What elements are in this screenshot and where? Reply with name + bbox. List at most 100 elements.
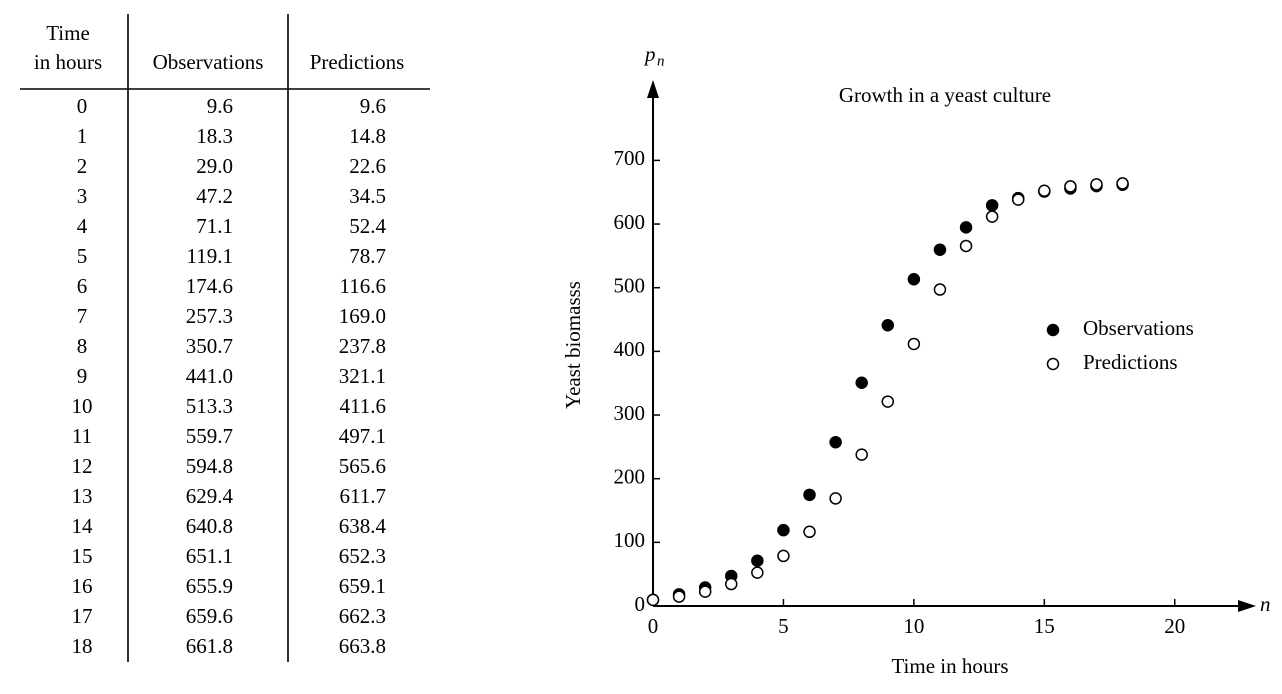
table-cell: 655.9 (186, 574, 233, 598)
legend-marker (1046, 357, 1060, 371)
table-cell: 78.7 (349, 244, 386, 268)
table-cell: 321.1 (339, 364, 386, 388)
table-cell: 559.7 (186, 424, 233, 448)
table-cell: 9.6 (360, 94, 386, 118)
table-cell: 659.6 (186, 604, 233, 628)
table-cell: 1 (77, 124, 88, 148)
table-cell: 34.5 (349, 184, 386, 208)
table-cell: 257.3 (186, 304, 233, 328)
y-tick-label: 400 (614, 337, 646, 361)
table-cell: 10 (72, 394, 93, 418)
column-header: Time (46, 21, 90, 45)
y-axis-label: Yeast biomasss (561, 281, 585, 409)
table-cell: 611.7 (340, 484, 386, 508)
y-tick-label: 500 (614, 274, 646, 298)
data-point (751, 566, 764, 579)
table-cell: 14.8 (349, 124, 386, 148)
data-point (672, 590, 686, 603)
table-cell: 8 (77, 334, 88, 358)
table-cell: 0 (77, 94, 88, 118)
x-tick-label: 15 (1034, 614, 1055, 638)
table-cell: 22.6 (349, 154, 386, 178)
x-tick-label: 0 (648, 614, 659, 638)
data-point (1038, 184, 1051, 198)
table-cell: 659.1 (339, 574, 386, 598)
axes (652, 92, 1245, 607)
y-tick-label: 700 (614, 146, 646, 170)
data-point (803, 525, 816, 539)
table-cell: 661.8 (186, 634, 233, 658)
y-tick-label: 600 (614, 210, 646, 234)
data-point (829, 435, 842, 449)
table-cell: 29.0 (196, 154, 233, 178)
data-point (829, 492, 842, 505)
table-cell: 663.8 (339, 634, 386, 658)
table-cell: 9.6 (207, 94, 233, 118)
table-cell: 5 (77, 244, 88, 268)
column-header: in hours (34, 50, 102, 74)
table-cell: 174.6 (186, 274, 233, 298)
data-point (959, 221, 973, 234)
table-cell: 2 (77, 154, 88, 178)
chart-title: Growth in a yeast culture (839, 83, 1051, 107)
data-point (959, 239, 973, 253)
table-cell: 651.1 (186, 544, 233, 568)
table-cell: 14 (72, 514, 94, 538)
data-point (933, 243, 947, 256)
table-cell: 594.8 (186, 454, 233, 478)
data-point (751, 554, 764, 567)
table-cell: 6 (77, 274, 88, 298)
data-point (881, 319, 895, 332)
data-point (1011, 193, 1025, 206)
data-point (907, 272, 921, 286)
table-cell: 18.3 (196, 124, 233, 148)
table-rules (20, 14, 430, 662)
table-cell: 441.0 (186, 364, 233, 388)
table-cell: 640.8 (186, 514, 233, 538)
y-tick-label: 0 (635, 592, 646, 616)
data-point (803, 488, 816, 502)
data-point (725, 577, 738, 591)
data-point (1064, 180, 1077, 193)
column-header: Observations (153, 50, 264, 74)
data-point (985, 210, 999, 223)
table-cell: 513.3 (186, 394, 233, 418)
table-cell: 16 (72, 574, 93, 598)
data-point (855, 448, 868, 461)
table-cell: 629.4 (186, 484, 234, 508)
y-tick-label: 100 (614, 528, 646, 552)
table-cell: 169.0 (339, 304, 386, 328)
table-cell: 652.3 (339, 544, 386, 568)
table-cell: 52.4 (349, 214, 386, 238)
table-cell: 565.6 (339, 454, 386, 478)
x-tick-label: 20 (1164, 614, 1185, 638)
table-cell: 7 (77, 304, 88, 328)
data-point (855, 376, 868, 389)
table-cell: 9 (77, 364, 88, 388)
y-symbol: p (643, 42, 656, 66)
table-cell: 17 (72, 604, 93, 628)
y-symbol-subscript: n (657, 53, 665, 69)
data-point (1090, 178, 1103, 191)
y-arrow (647, 80, 659, 98)
table-cell: 15 (72, 544, 93, 568)
x-axis-label: Time in hours (891, 654, 1008, 678)
data-point (698, 585, 712, 598)
x-symbol: n (1260, 592, 1271, 616)
data-point (907, 337, 921, 351)
x-arrow (1238, 600, 1256, 612)
table-cell: 411.6 (340, 394, 386, 418)
table-cell: 12 (72, 454, 93, 478)
x-tick-label: 10 (903, 614, 924, 638)
table-cell: 3 (77, 184, 88, 208)
y-tick-label: 300 (614, 401, 646, 425)
table-cell: 119.1 (187, 244, 233, 268)
table-cell: 11 (72, 424, 92, 448)
data-point (881, 395, 895, 408)
table-cell: 71.1 (196, 214, 233, 238)
legend-label: Predictions (1083, 350, 1178, 374)
table-cell: 662.3 (339, 604, 386, 628)
x-tick-label: 5 (778, 614, 789, 638)
data-point (1116, 177, 1129, 190)
